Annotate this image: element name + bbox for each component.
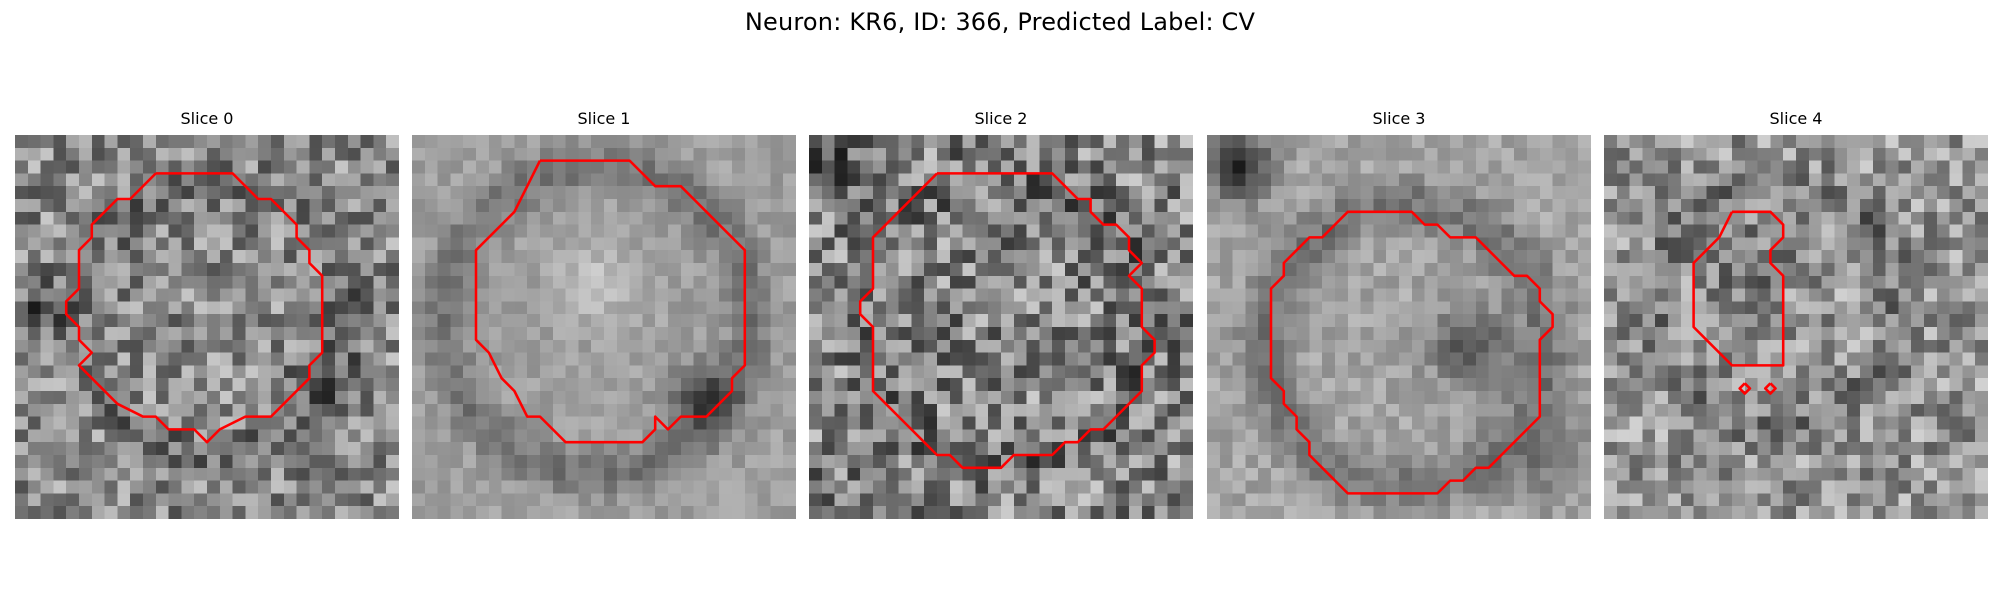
slice-contour-4 xyxy=(1692,210,1785,395)
figure-title: Neuron: KR6, ID: 366, Predicted Label: C… xyxy=(744,8,1256,36)
contour-line-4-0 xyxy=(1692,210,1785,367)
contour-line-3-0 xyxy=(1269,210,1554,495)
slice-title-1: Slice 1 xyxy=(577,109,631,128)
slice-panel-1: Slice 1 xyxy=(412,109,796,519)
slice-panel-4: Slice 4 xyxy=(1604,109,1988,519)
contour-line-2-0 xyxy=(858,172,1156,470)
contour-line-4-2 xyxy=(1764,382,1777,395)
slice-contour-2 xyxy=(858,172,1156,470)
contour-line-1-0 xyxy=(474,159,747,444)
slice-panel-0: Slice 0 xyxy=(15,109,399,519)
slice-title-2: Slice 2 xyxy=(974,109,1028,128)
slice-contour-0 xyxy=(64,172,324,444)
contour-line-4-1 xyxy=(1738,382,1752,395)
slice-title-4: Slice 4 xyxy=(1769,109,1823,128)
slice-panel-2: Slice 2 xyxy=(809,109,1193,519)
slice-contour-3 xyxy=(1269,210,1554,495)
slice-image-4 xyxy=(1604,135,1988,519)
slice-panel-3: Slice 3 xyxy=(1207,109,1591,519)
slice-title-0: Slice 0 xyxy=(180,109,234,128)
slice-title-3: Slice 3 xyxy=(1372,109,1426,128)
contour-line-0-0 xyxy=(64,172,324,444)
slice-contour-1 xyxy=(474,159,747,444)
